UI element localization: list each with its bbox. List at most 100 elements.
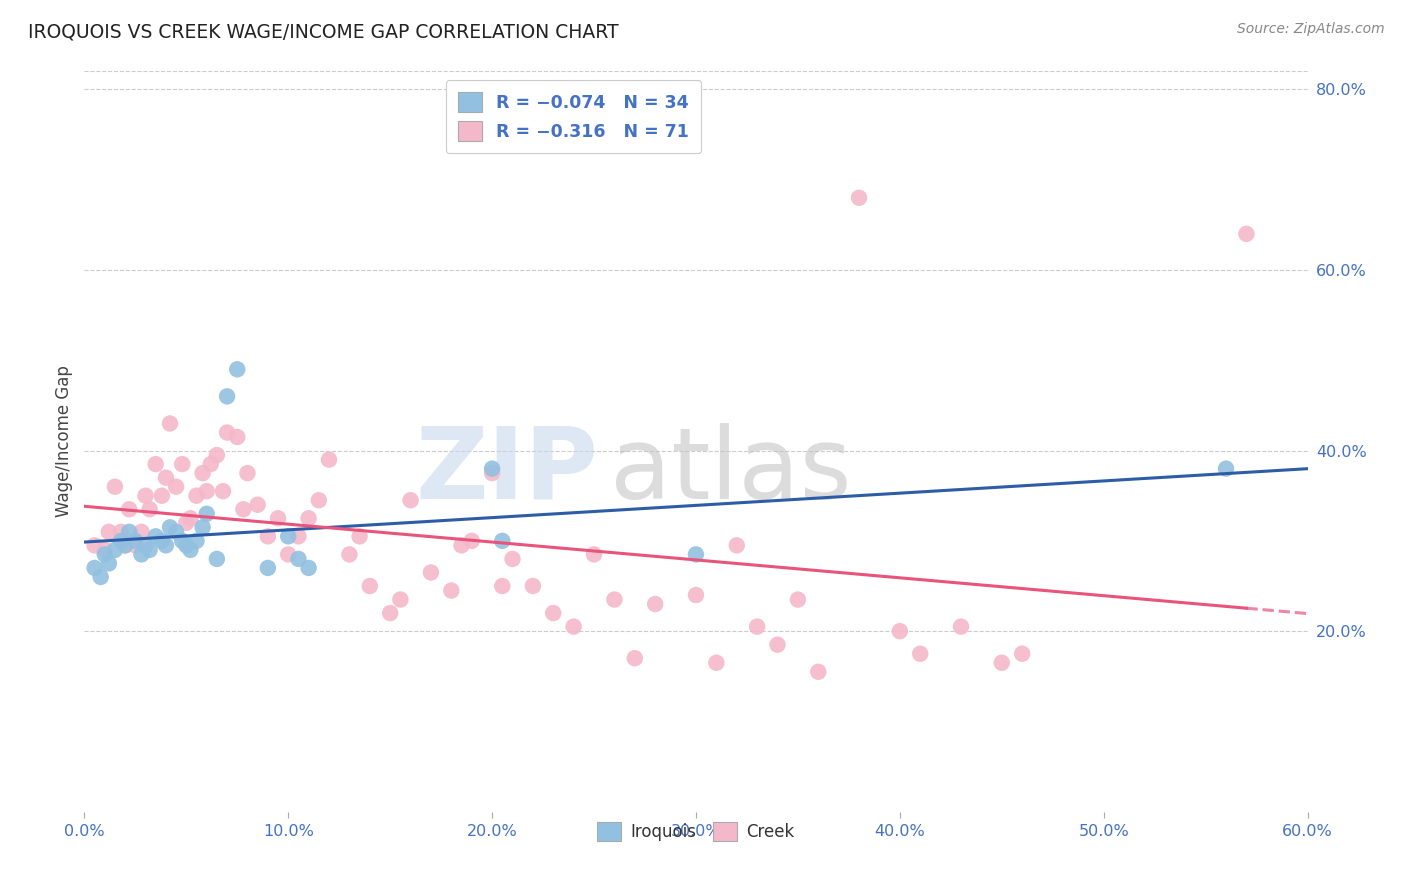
Point [165,480,187,494]
Point [257,529,280,543]
Point [217,425,239,440]
Point [624,651,647,665]
Point [226,430,249,444]
Point [159,520,181,534]
Legend: Iroquois, Creek: Iroquois, Creek [591,815,801,847]
Point [910,647,932,661]
Text: ZIP: ZIP [415,423,598,520]
Point [195,484,218,499]
Point [287,552,309,566]
Point [991,656,1014,670]
Point [747,620,769,634]
Point [298,511,321,525]
Point [298,561,321,575]
Point [706,656,728,670]
Point [725,538,748,552]
Point [461,533,484,548]
Point [179,542,201,557]
Point [155,470,177,484]
Text: atlas: atlas [610,423,852,520]
Point [124,533,146,548]
Point [562,620,585,634]
Point [389,592,412,607]
Point [889,624,911,639]
Point [150,533,173,548]
Point [318,452,340,467]
Point [399,493,422,508]
Point [174,538,197,552]
Point [83,538,105,552]
Point [165,524,187,539]
Point [155,538,177,552]
Point [644,597,666,611]
Point [491,579,513,593]
Point [110,524,132,539]
Point [807,665,830,679]
Point [685,548,707,562]
Point [349,529,371,543]
Point [481,461,503,475]
Point [380,606,402,620]
Point [131,548,153,562]
Point [135,489,157,503]
Point [135,538,157,552]
Point [440,583,463,598]
Point [104,480,127,494]
Point [110,533,132,548]
Point [232,502,254,516]
Point [287,529,309,543]
Point [420,566,443,580]
Point [450,538,472,552]
Point [186,489,208,503]
Point [205,448,228,462]
Point [191,466,214,480]
Point [308,493,330,508]
Point [1215,461,1237,475]
Point [186,533,208,548]
Point [150,489,173,503]
Point [93,542,115,557]
Point [205,552,228,566]
Point [543,606,565,620]
Point [685,588,707,602]
Point [174,516,197,530]
Point [766,638,789,652]
Point [950,620,973,634]
Point [172,533,194,548]
Point [118,524,141,539]
Point [226,362,249,376]
Point [195,507,218,521]
Point [124,538,146,552]
Point [277,548,299,562]
Point [848,191,870,205]
Point [114,538,136,552]
Text: Source: ZipAtlas.com: Source: ZipAtlas.com [1237,22,1385,37]
Point [491,533,513,548]
Point [277,529,299,543]
Point [212,484,235,499]
Point [603,592,626,607]
Point [159,417,181,431]
Point [138,502,160,516]
Point [90,570,112,584]
Point [1011,647,1033,661]
Point [481,466,503,480]
Point [502,552,524,566]
Y-axis label: Wage/Income Gap: Wage/Income Gap [55,366,73,517]
Point [246,498,269,512]
Point [236,466,259,480]
Point [114,538,136,552]
Point [118,502,141,516]
Point [97,557,120,571]
Point [191,520,214,534]
Point [179,511,201,525]
Point [145,529,167,543]
Point [1236,227,1258,241]
Point [522,579,544,593]
Point [93,548,115,562]
Point [787,592,810,607]
Point [172,457,194,471]
Point [97,524,120,539]
Point [339,548,361,562]
Point [583,548,606,562]
